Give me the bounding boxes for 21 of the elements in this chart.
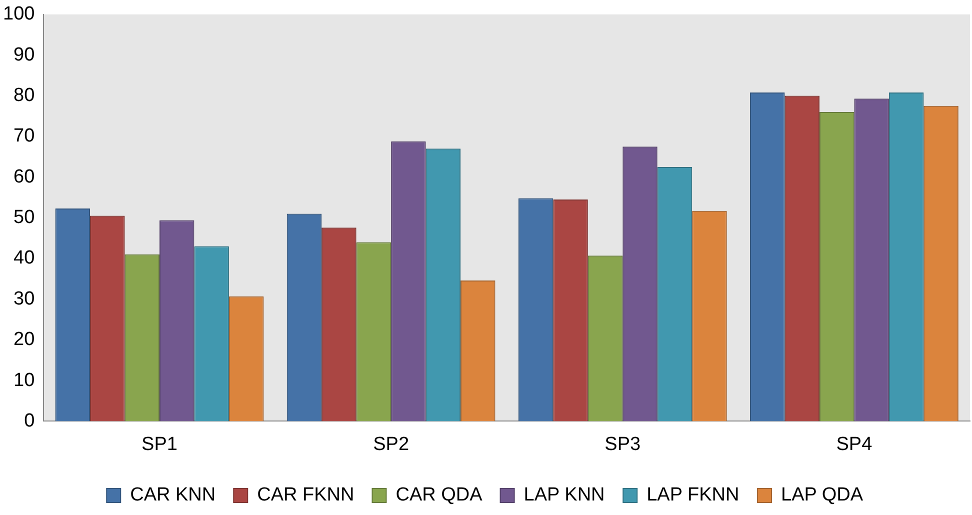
y-tick-label: 100	[3, 4, 35, 25]
y-tick-label: 0	[24, 410, 35, 432]
legend-label: LAP FKNN	[646, 484, 740, 506]
x-tick-label: SP3	[604, 434, 641, 455]
legend-label: CAR KNN	[130, 484, 216, 506]
y-tick-label: 50	[14, 207, 35, 228]
y-tick-label: 40	[14, 248, 35, 269]
legend-label: LAP KNN	[524, 484, 605, 506]
legend-label: CAR QDA	[396, 484, 483, 506]
x-tick-label: SP2	[373, 434, 410, 455]
legend-label: LAP QDA	[781, 484, 864, 506]
x-tick-label: SP1	[142, 434, 178, 455]
legend-label: CAR FKNN	[257, 484, 354, 506]
x-tick-label: SP4	[836, 434, 873, 455]
y-tick-label: 10	[14, 370, 35, 391]
y-tick-label: 90	[14, 44, 35, 66]
y-tick-label: 20	[14, 329, 35, 350]
y-tick-label: 60	[14, 166, 35, 188]
y-tick-label: 70	[14, 126, 35, 147]
y-tick-label: 30	[14, 288, 35, 310]
y-tick-label: 80	[14, 84, 35, 106]
